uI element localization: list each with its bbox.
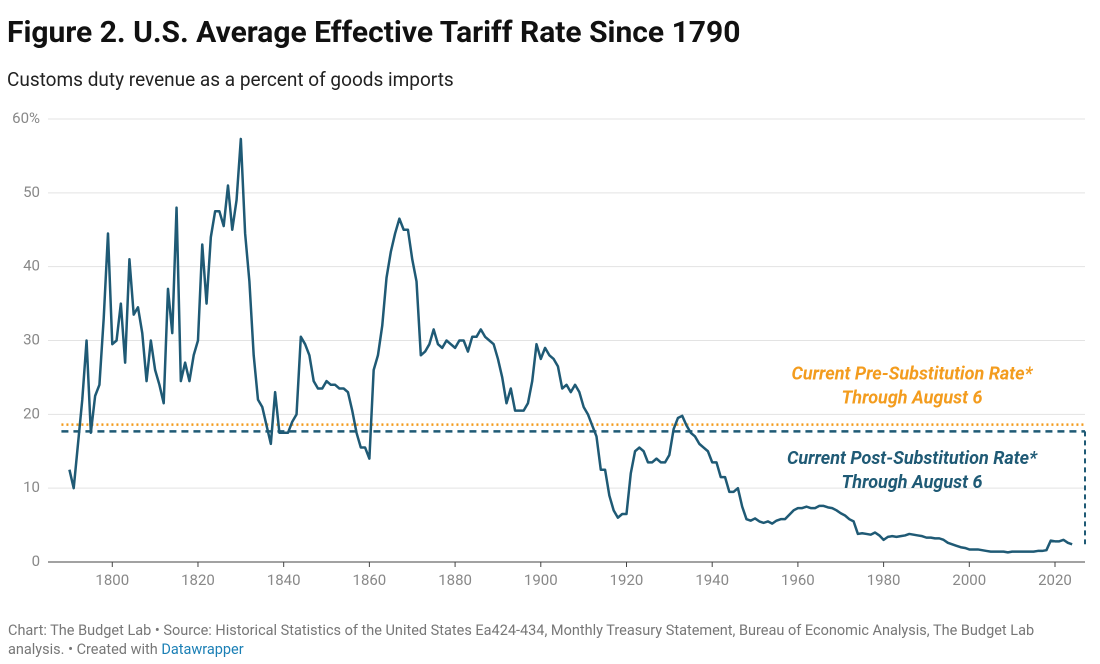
x-tick-label: 1820 [181,571,215,589]
data-line [68,137,1073,554]
x-tick-label: 2020 [1038,571,1072,589]
x-tick-label: 2000 [952,571,986,589]
reference-label: Current Post-Substitution Rate* [787,448,1038,469]
y-tick-label: 10 [23,478,40,496]
x-tick-label: 1980 [867,571,901,589]
chart: Figure 2. U.S. Average Effective Tariff … [7,15,1086,589]
y-tick-label: 60% [12,109,40,127]
chart-subtitle: Customs duty revenue as a percent of goo… [7,68,454,91]
x-tick-label: 1860 [353,571,387,589]
reference-label: Through August 6 [841,387,982,408]
x-tick-label: 1900 [524,571,558,589]
y-tick-label: 30 [23,330,40,348]
footer-note: Chart: The Budget Lab • Source: Historic… [8,622,1035,658]
footer: Chart: The Budget Lab • Source: Historic… [8,621,1088,659]
reference-label: Current Pre-Substitution Rate* [791,363,1033,384]
footer-link[interactable]: Datawrapper [161,641,244,658]
chart-title: Figure 2. U.S. Average Effective Tariff … [7,15,740,50]
reference-label: Through August 6 [841,472,982,493]
y-tick-label: 0 [32,552,40,570]
x-tick-label: 1920 [610,571,644,589]
x-tick-label: 1940 [695,571,729,589]
x-tick-label: 1960 [781,571,815,589]
y-tick-label: 20 [23,404,40,422]
x-tick-label: 1800 [95,571,129,589]
y-tick-label: 40 [23,257,40,275]
y-tick-label: 50 [23,183,40,201]
x-tick-label: 1840 [267,571,301,589]
x-tick-label: 1880 [438,571,472,589]
